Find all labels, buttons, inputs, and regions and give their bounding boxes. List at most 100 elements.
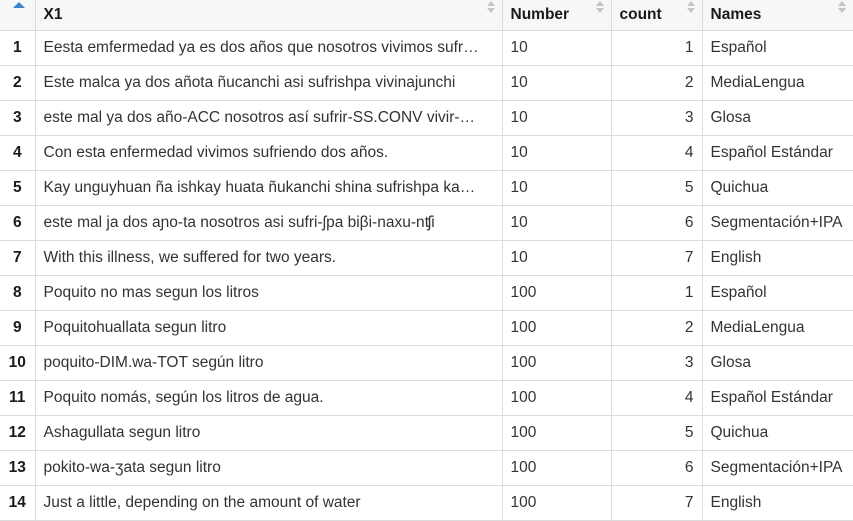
count-cell[interactable]: 4 — [611, 135, 703, 171]
x1-cell[interactable]: Kay unguyhuan ña ishkay huata ñukanchi s… — [35, 170, 503, 206]
count-cell[interactable]: 1 — [611, 30, 703, 66]
number-cell[interactable]: 100 — [502, 485, 612, 521]
x1-cell[interactable]: este mal ja dos aɲo-ta nosotros asi sufr… — [35, 205, 503, 241]
x1-cell[interactable]: Poquito no mas segun los litros — [35, 275, 503, 311]
table-row[interactable]: 2 Este malca ya dos añota ñucanchi asi su… — [0, 65, 853, 101]
x1-cell[interactable]: Just a little, depending on the amount o… — [35, 485, 503, 521]
number-cell[interactable]: 10 — [502, 205, 612, 241]
x1-cell[interactable]: With this illness, we suffered for two y… — [35, 240, 503, 276]
row-index-cell[interactable]: 1 — [0, 30, 36, 66]
names-cell[interactable]: Español — [702, 275, 853, 311]
table-body: 1 Eesta emfermedad ya es dos años que nos… — [0, 30, 853, 521]
table-row[interactable]: 3 este mal ya dos año-ACC nosotros así su… — [0, 100, 853, 136]
row-index-cell[interactable]: 11 — [0, 380, 36, 416]
number-cell[interactable]: 100 — [502, 310, 612, 346]
x1-cell[interactable]: este mal ya dos año-ACC nosotros así suf… — [35, 100, 503, 136]
count-cell[interactable]: 6 — [611, 205, 703, 241]
count-cell[interactable]: 7 — [611, 485, 703, 521]
x1-cell[interactable]: pokito-wa-ʒata segun litro — [35, 450, 503, 486]
count-cell[interactable]: 2 — [611, 310, 703, 346]
table-row[interactable]: 6 este mal ja dos aɲo-ta nosotros asi suf… — [0, 205, 853, 241]
number-cell[interactable]: 100 — [502, 345, 612, 381]
names-cell[interactable]: English — [702, 485, 853, 521]
sort-ascending-icon[interactable] — [13, 2, 25, 8]
sort-icon[interactable] — [595, 1, 604, 15]
count-cell[interactable]: 6 — [611, 450, 703, 486]
names-cell[interactable]: Segmentación+IPA — [702, 450, 853, 486]
row-index-cell[interactable]: 7 — [0, 240, 36, 276]
x1-cell[interactable]: Este malca ya dos añota ñucanchi asi suf… — [35, 65, 503, 101]
number-cell[interactable]: 10 — [502, 100, 612, 136]
sort-icon[interactable] — [486, 1, 495, 15]
names-cell[interactable]: English — [702, 240, 853, 276]
x1-cell[interactable]: Con esta enfermedad vivimos sufriendo do… — [35, 135, 503, 171]
row-index-cell[interactable]: 2 — [0, 65, 36, 101]
number-cell[interactable]: 10 — [502, 240, 612, 276]
row-index-cell[interactable]: 5 — [0, 170, 36, 206]
names-cell[interactable]: MediaLengua — [702, 310, 853, 346]
table-row[interactable]: 1 Eesta emfermedad ya es dos años que nos… — [0, 30, 853, 66]
table-header: X1 Number count Names — [0, 0, 853, 31]
row-index-cell[interactable]: 14 — [0, 485, 36, 521]
column-header-label: Number — [510, 5, 570, 23]
number-cell[interactable]: 100 — [502, 380, 612, 416]
number-cell[interactable]: 10 — [502, 65, 612, 101]
row-index-header[interactable] — [0, 0, 36, 31]
table-row[interactable]: 5 Kay unguyhuan ña ishkay huata ñukanchi … — [0, 170, 853, 206]
number-cell[interactable]: 10 — [502, 30, 612, 66]
number-cell[interactable]: 10 — [502, 170, 612, 206]
number-cell[interactable]: 100 — [502, 275, 612, 311]
names-cell[interactable]: Español Estándar — [702, 380, 853, 416]
names-cell[interactable]: Glosa — [702, 100, 853, 136]
column-header-names[interactable]: Names — [702, 0, 853, 31]
count-cell[interactable]: 5 — [611, 170, 703, 206]
row-index-cell[interactable]: 8 — [0, 275, 36, 311]
row-index-cell[interactable]: 6 — [0, 205, 36, 241]
count-cell[interactable]: 3 — [611, 100, 703, 136]
names-cell[interactable]: Español — [702, 30, 853, 66]
names-cell[interactable]: Quichua — [702, 170, 853, 206]
names-cell[interactable]: Segmentación+IPA — [702, 205, 853, 241]
column-header-label: X1 — [43, 5, 63, 23]
x1-cell[interactable]: Poquito nomás, según los litros de agua. — [35, 380, 503, 416]
table-row[interactable]: 12 Ashagullata segun litro 100 5 Quichua — [0, 415, 853, 451]
names-cell[interactable]: Quichua — [702, 415, 853, 451]
row-index-cell[interactable]: 12 — [0, 415, 36, 451]
column-header-number[interactable]: Number — [502, 0, 612, 31]
table-row[interactable]: 14 Just a little, depending on the amount… — [0, 485, 853, 521]
table-row[interactable]: 9 Poquitohuallata segun litro 100 2 MediaLen… — [0, 310, 853, 346]
number-cell[interactable]: 100 — [502, 415, 612, 451]
names-cell[interactable]: Español Estándar — [702, 135, 853, 171]
names-cell[interactable]: Glosa — [702, 345, 853, 381]
count-cell[interactable]: 4 — [611, 380, 703, 416]
count-cell[interactable]: 3 — [611, 345, 703, 381]
table-row[interactable]: 4 Con esta enfermedad vivimos sufriendo d… — [0, 135, 853, 171]
column-header-label: count — [619, 5, 662, 23]
row-index-cell[interactable]: 3 — [0, 100, 36, 136]
number-cell[interactable]: 10 — [502, 135, 612, 171]
table-row[interactable]: 11 Poquito nomás, según los litros de agu… — [0, 380, 853, 416]
count-cell[interactable]: 5 — [611, 415, 703, 451]
table-row[interactable]: 10 poquito-DIM.wa-TOT según litro 100 3 Glos… — [0, 345, 853, 381]
x1-cell[interactable]: Poquitohuallata segun litro — [35, 310, 503, 346]
table-row[interactable]: 7 With this illness, we suffered for two … — [0, 240, 853, 276]
sort-icon[interactable] — [686, 1, 695, 15]
row-index-cell[interactable]: 13 — [0, 450, 36, 486]
x1-cell[interactable]: poquito-DIM.wa-TOT según litro — [35, 345, 503, 381]
row-index-cell[interactable]: 9 — [0, 310, 36, 346]
row-index-cell[interactable]: 4 — [0, 135, 36, 171]
x1-cell[interactable]: Eesta emfermedad ya es dos años que noso… — [35, 30, 503, 66]
count-cell[interactable]: 2 — [611, 65, 703, 101]
table-row[interactable]: 13 pokito-wa-ʒata segun litro 100 6 Segmenta… — [0, 450, 853, 486]
names-cell[interactable]: MediaLengua — [702, 65, 853, 101]
number-cell[interactable]: 100 — [502, 450, 612, 486]
row-index-cell[interactable]: 10 — [0, 345, 36, 381]
x1-cell[interactable]: Ashagullata segun litro — [35, 415, 503, 451]
sort-icon[interactable] — [838, 1, 846, 15]
count-cell[interactable]: 1 — [611, 275, 703, 311]
table-row[interactable]: 8 Poquito no mas segun los litros 100 1 Espa… — [0, 275, 853, 311]
column-header-x1[interactable]: X1 — [35, 0, 503, 31]
column-header-count[interactable]: count — [611, 0, 703, 31]
count-cell[interactable]: 7 — [611, 240, 703, 276]
